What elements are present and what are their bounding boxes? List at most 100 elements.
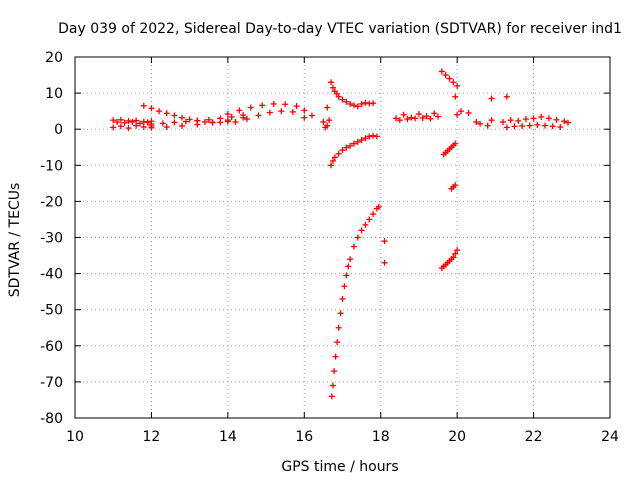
data-point (408, 114, 415, 121)
plot-frame (74, 56, 611, 419)
data-point (452, 93, 459, 100)
data-point (393, 115, 399, 122)
data-point (332, 353, 339, 360)
x-tick-label: 20 (448, 429, 466, 445)
data-point (366, 216, 373, 223)
data-point (240, 114, 247, 121)
y-tick-label: -30 (40, 231, 63, 247)
series-near-minus16 (448, 182, 459, 192)
data-point (194, 121, 201, 128)
data-point (343, 272, 350, 279)
data-point (415, 111, 422, 118)
data-point (129, 118, 136, 125)
data-point (322, 124, 329, 131)
data-point (209, 119, 216, 126)
data-point (331, 368, 338, 375)
data-point (358, 137, 365, 144)
data-point (362, 99, 369, 106)
data-point (435, 113, 442, 120)
data-point (381, 259, 388, 266)
y-tick-label: -50 (40, 303, 63, 319)
data-point (217, 115, 224, 122)
data-point (553, 116, 560, 123)
data-point (282, 101, 289, 108)
series-arc-16.7-17.8-upper (328, 79, 377, 110)
series-arc-14-16.2 (224, 100, 315, 125)
data-point (454, 111, 461, 118)
data-point (114, 118, 121, 125)
data-point (320, 118, 327, 125)
data-point (255, 112, 262, 119)
data-point (331, 154, 338, 161)
series-band-21.2-22.9 (500, 113, 571, 131)
data-point (526, 122, 533, 129)
y-tick-label: -10 (40, 158, 63, 174)
data-point (148, 105, 155, 112)
series-band-11-12 (110, 116, 155, 132)
data-point (452, 250, 459, 257)
data-point (354, 138, 361, 145)
data-point (450, 254, 457, 261)
data-point (350, 102, 357, 109)
grid (75, 57, 610, 418)
data-point (400, 111, 407, 118)
data-point (545, 115, 552, 122)
data-point (125, 117, 132, 124)
data-point (347, 100, 354, 107)
y-axis-label: SDTVAR / TECUs (7, 183, 23, 298)
data-point (561, 118, 568, 125)
data-point (454, 82, 461, 89)
data-point (278, 108, 285, 115)
data-point (347, 256, 354, 263)
data-point (182, 118, 189, 125)
data-point (117, 116, 124, 123)
y-tick-label: 10 (45, 86, 63, 102)
data-point (117, 123, 124, 130)
data-point (201, 118, 208, 125)
data-point (328, 79, 335, 86)
data-point (270, 100, 277, 107)
data-point (163, 124, 170, 131)
data-point (205, 116, 212, 123)
data-point (259, 102, 266, 109)
data-point (446, 75, 453, 82)
data-point (140, 118, 147, 125)
data-point (366, 133, 373, 140)
y-tick-label: 20 (45, 50, 63, 66)
series-steep-16.7-17.95 (328, 203, 382, 400)
series-lower-19.7-19.95 (440, 140, 459, 158)
data-point (450, 79, 457, 86)
data-point (301, 114, 308, 121)
data-point (515, 117, 522, 124)
series-isolated-18.1 (381, 238, 388, 266)
data-point (375, 203, 382, 210)
data-point (343, 144, 350, 151)
data-point (144, 119, 151, 126)
data-point (542, 122, 549, 129)
data-point (362, 221, 369, 228)
y-tick-label: -70 (40, 375, 63, 391)
series-minus38-cluster (438, 247, 461, 272)
data-point (345, 263, 352, 270)
data-point (328, 393, 335, 400)
data-point (522, 116, 529, 123)
data-point (358, 100, 365, 107)
x-tick-label: 22 (525, 429, 543, 445)
data-point (519, 122, 526, 129)
data-point (335, 150, 342, 157)
data-point (564, 119, 571, 126)
data-point (350, 140, 357, 147)
x-tick-label: 24 (601, 429, 619, 445)
x-tick-label: 14 (219, 429, 237, 445)
data-point (324, 104, 331, 111)
data-point (148, 124, 155, 131)
data-point (121, 119, 128, 126)
data-point (511, 123, 518, 130)
data-point (329, 382, 336, 389)
data-point (159, 120, 166, 127)
y-tick-label: -80 (40, 411, 63, 427)
data-point (438, 68, 445, 75)
data-point (354, 234, 361, 241)
data-point (140, 102, 147, 109)
data-point (232, 118, 239, 125)
